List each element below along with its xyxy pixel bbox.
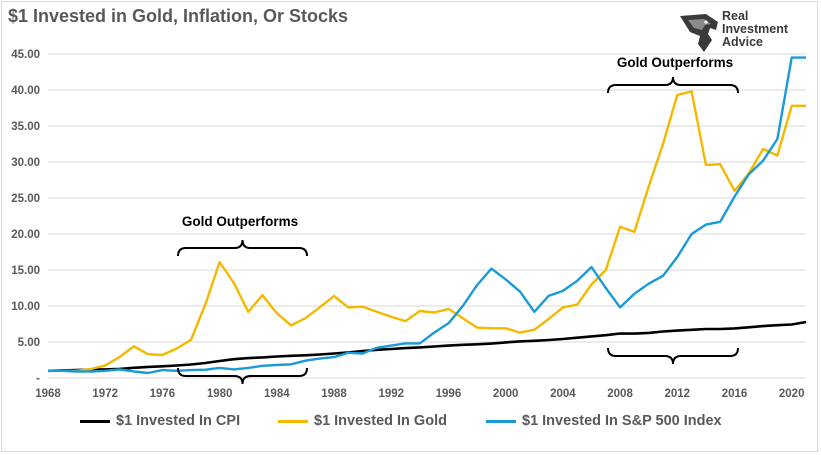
x-tick-label: 2008 [607,388,633,400]
y-tick-label: 45.00 [11,49,40,61]
x-tick-label: 2012 [664,388,690,400]
series-line-2 [48,56,806,375]
y-tick-label: 20.00 [11,229,40,241]
x-tick-label: 1984 [264,388,290,400]
series-line-1 [48,90,806,372]
grid-lines [48,53,806,379]
legend-swatch-sp500 [486,419,516,423]
y-tick-label: - [36,373,40,385]
x-tick-label: 1988 [321,388,347,400]
y-tick-label: 40.00 [11,85,40,97]
legend-item-cpi: $1 Invested In CPI [80,413,240,429]
series-lines [47,56,807,375]
eagle-head-icon [680,14,718,52]
annotation-label-2: Gold Outperforms [617,55,733,70]
legend: $1 Invested In CPI $1 Invested In Gold $… [0,413,821,435]
x-tick-label: 2000 [493,388,519,400]
x-tick-label: 2016 [722,388,748,400]
x-tick-label: 1980 [207,388,233,400]
annotations: Gold Outperforms Gold Outperforms [177,55,739,385]
legend-label-cpi: $1 Invested In CPI [116,413,241,429]
legend-item-sp500: $1 Invested In S&P 500 Index [486,413,722,429]
series-line-0 [47,320,807,373]
chart-title: $1 Invested in Gold, Inflation, Or Stock… [8,6,349,26]
y-tick-label: 10.00 [11,301,40,313]
x-tick-label: 1996 [436,388,462,400]
y-tick-label: 35.00 [11,121,40,133]
x-tick-label: 1972 [92,388,118,400]
annotation-bracket-4 [607,347,739,365]
brand-name: Real Investment Advice [722,10,788,49]
x-tick-label: 1992 [378,388,404,400]
brand-line-2: Investment [722,22,788,36]
annotation-bracket-1 [177,239,308,257]
legend-swatch-gold [278,419,308,423]
x-tick-label: 1976 [150,388,176,400]
annotation-bracket-3 [177,367,308,385]
x-tick-label: 2020 [779,388,805,400]
y-tick-label: 30.00 [11,157,40,169]
y-tick-label: 15.00 [11,265,40,277]
annotation-label-1: Gold Outperforms [182,214,298,229]
brand-logo: Real Investment Advice [678,10,808,56]
y-axis: - 5.00 10.00 15.00 20.00 25.00 30.00 35.00 40.00… [11,49,40,385]
x-tick-label: 2004 [550,388,576,400]
legend-swatch-cpi [80,419,110,423]
x-tick-label: 1968 [35,388,61,400]
legend-label-sp500: $1 Invested In S&P 500 Index [522,413,722,429]
x-axis: 1968 1972 1976 1980 1984 1988 1992 1996 2000 2004… [35,388,804,400]
annotation-bracket-2 [607,76,739,94]
legend-label-gold: $1 Invested In Gold [314,413,447,429]
legend-item-gold: $1 Invested In Gold [278,413,447,429]
brand-line-3: Advice [722,35,763,49]
y-tick-label: 25.00 [11,193,40,205]
y-tick-label: 5.00 [18,337,40,349]
brand-line-1: Real [722,9,749,23]
